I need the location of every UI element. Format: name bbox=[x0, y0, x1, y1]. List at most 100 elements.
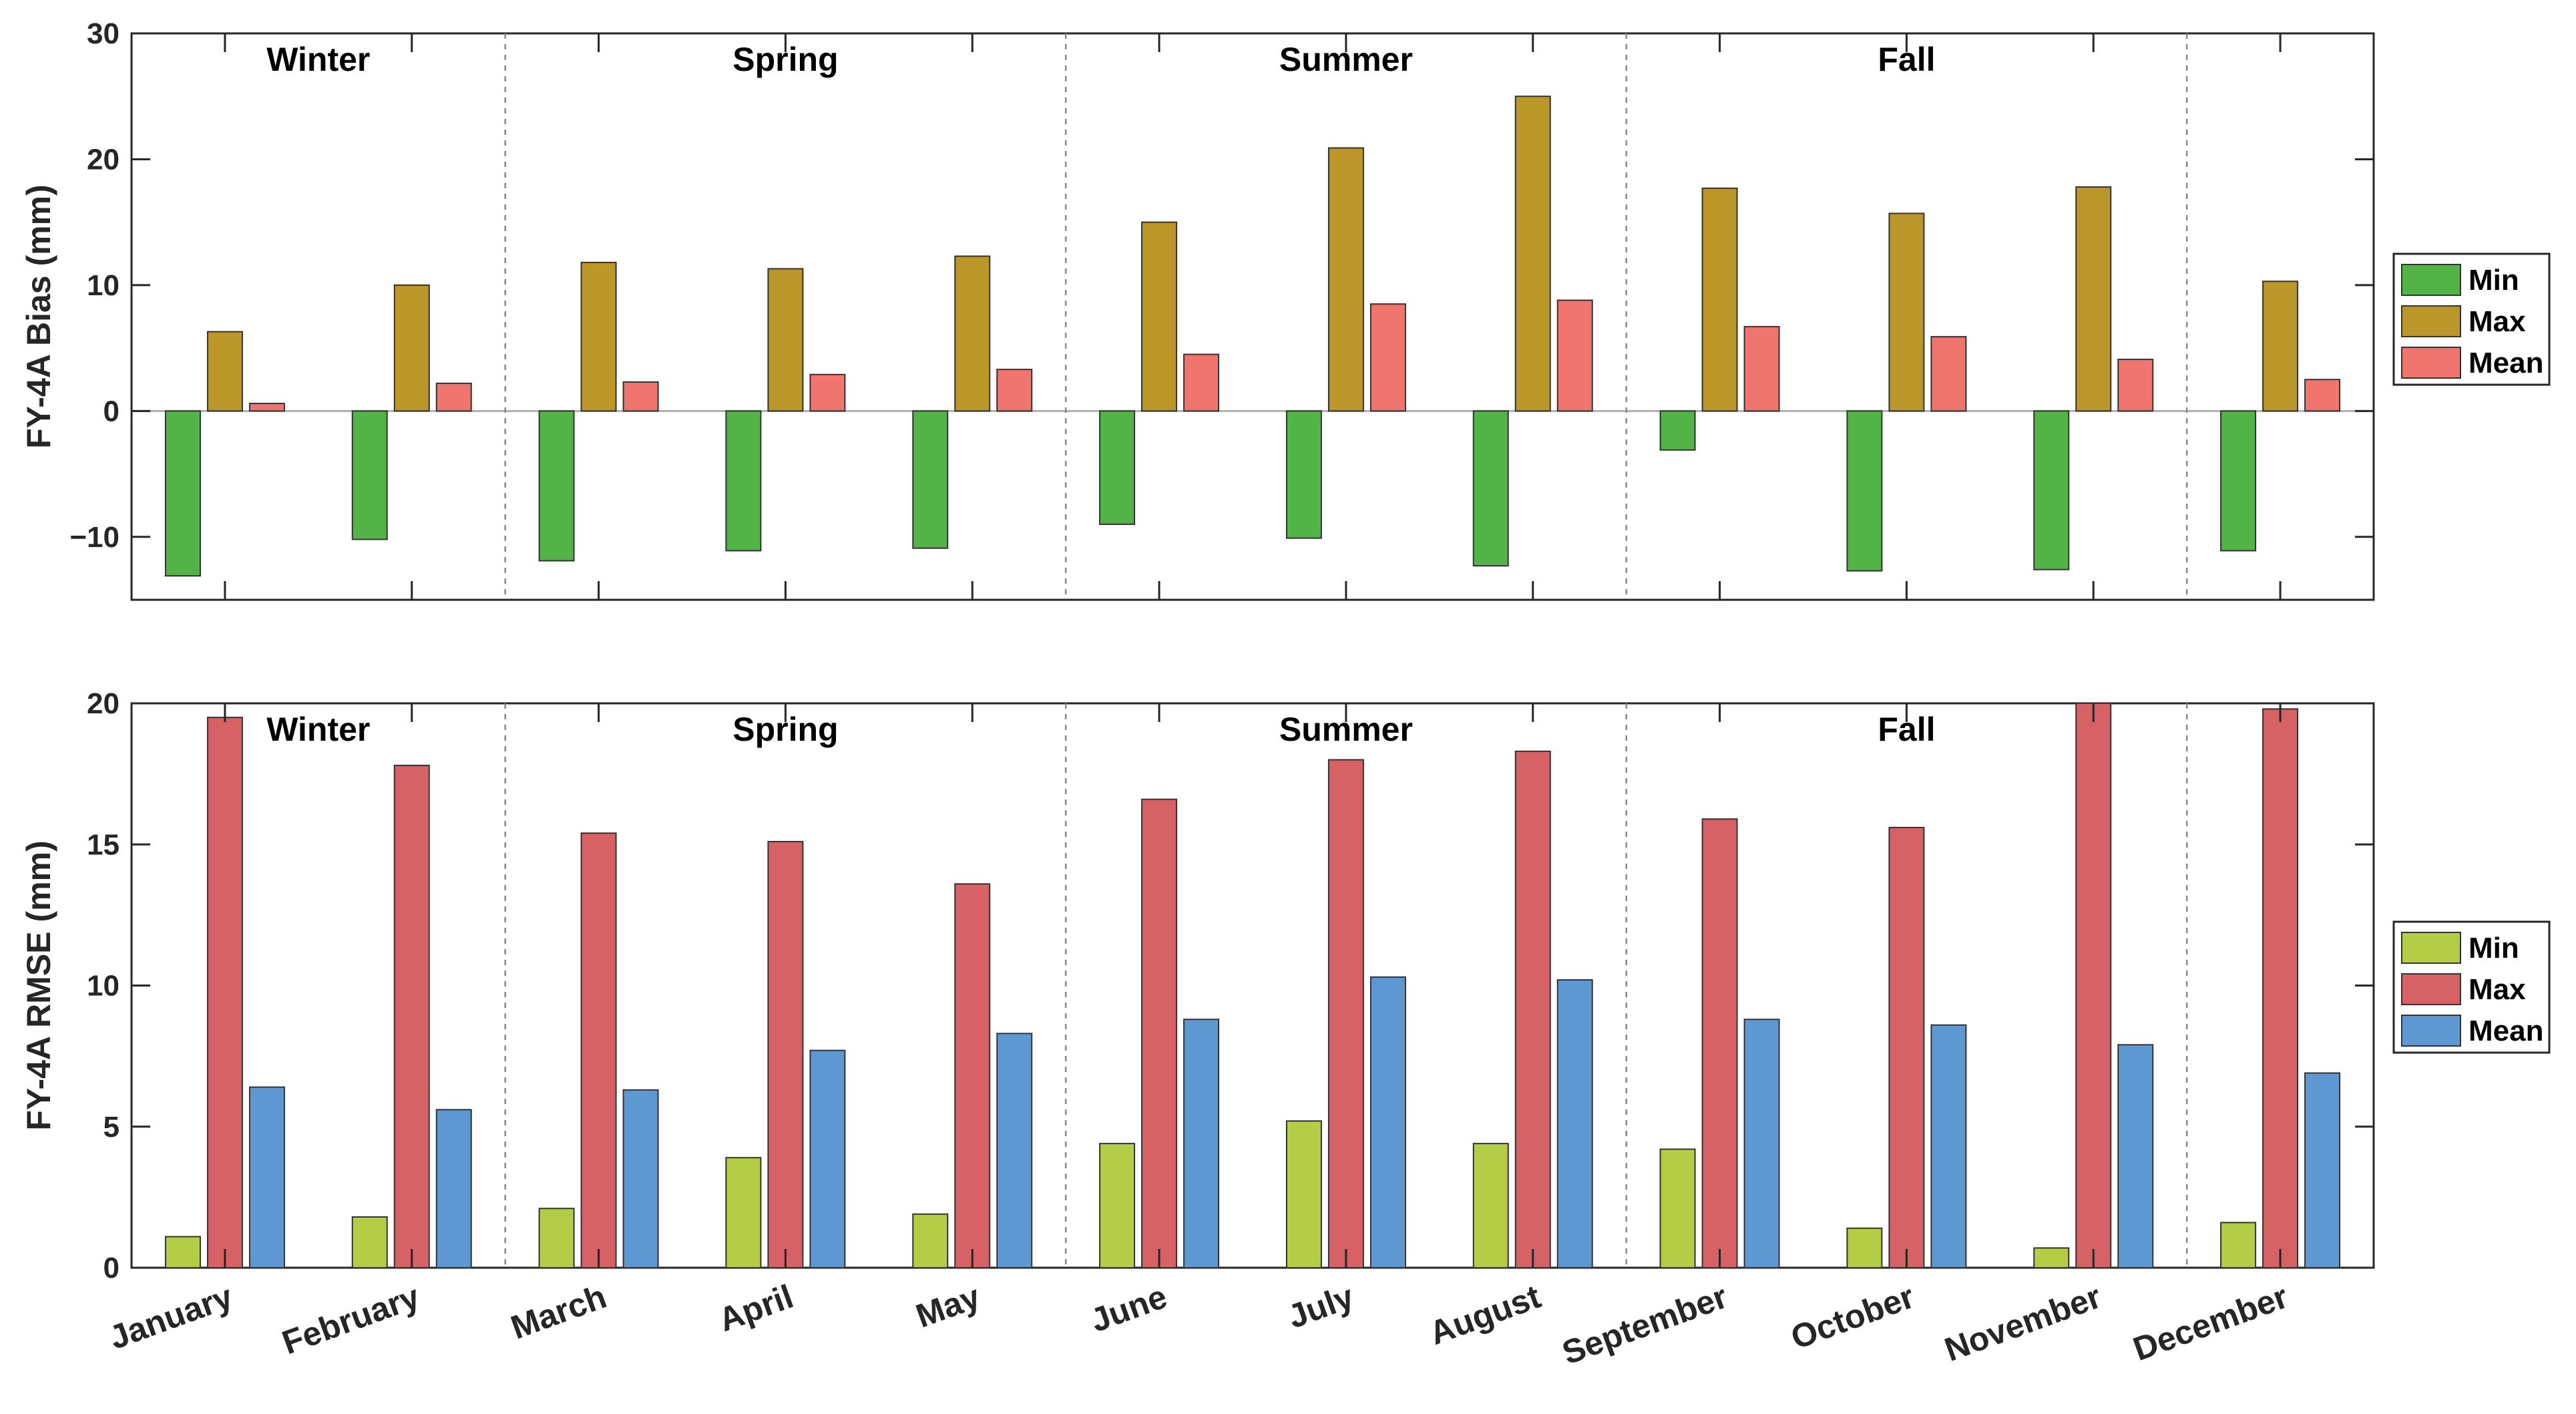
bar-max-november bbox=[2075, 186, 2112, 412]
bar-mean-september bbox=[1743, 326, 1780, 412]
legend-label-max: Max bbox=[2468, 973, 2526, 1006]
legend-swatch-mean bbox=[2401, 347, 2461, 379]
month-label-april: April bbox=[714, 1278, 798, 1339]
month-label-february: February bbox=[277, 1278, 424, 1362]
legend-swatch-max bbox=[2401, 305, 2461, 337]
legend-swatch-max bbox=[2401, 973, 2461, 1005]
legend-swatch-min bbox=[2401, 264, 2461, 296]
bar-mean-november bbox=[2117, 359, 2154, 412]
month-label-september: September bbox=[1557, 1278, 1732, 1372]
bar-mean-january bbox=[248, 403, 285, 412]
bar-min-april bbox=[725, 410, 762, 552]
bar-min-july bbox=[1285, 1120, 1322, 1269]
bar-mean-april bbox=[809, 1049, 846, 1269]
y-tick-label: 20 bbox=[87, 687, 120, 720]
month-label-october: October bbox=[1786, 1278, 1919, 1357]
bar-min-june bbox=[1099, 410, 1136, 525]
bar-min-november bbox=[2033, 410, 2070, 570]
bar-mean-november bbox=[2117, 1044, 2154, 1268]
bar-min-january bbox=[164, 410, 201, 577]
bar-max-october bbox=[1888, 826, 1925, 1268]
legend-swatch-mean bbox=[2401, 1015, 2461, 1047]
bar-min-august bbox=[1472, 1143, 1509, 1268]
bar-min-february bbox=[351, 410, 388, 540]
bar-min-october bbox=[1846, 410, 1883, 572]
bar-max-december bbox=[2262, 281, 2299, 412]
bar-mean-august bbox=[1556, 979, 1593, 1269]
month-label-january: January bbox=[104, 1278, 238, 1357]
bar-mean-march bbox=[622, 1089, 659, 1268]
month-label-may: May bbox=[911, 1278, 985, 1335]
bar-mean-october bbox=[1930, 1024, 1967, 1269]
bar-max-september bbox=[1701, 818, 1738, 1268]
bar-min-may bbox=[912, 410, 949, 549]
bar-mean-august bbox=[1556, 299, 1593, 412]
bar-min-september bbox=[1659, 410, 1696, 451]
y-tick-label: 5 bbox=[103, 1111, 120, 1143]
bar-max-july bbox=[1327, 759, 1364, 1268]
bar-mean-march bbox=[622, 381, 659, 412]
bar-mean-april bbox=[809, 373, 846, 412]
bar-min-november bbox=[2033, 1247, 2070, 1269]
month-label-august: August bbox=[1425, 1278, 1546, 1353]
bar-max-may bbox=[954, 255, 991, 412]
legend-label-min: Min bbox=[2468, 932, 2519, 964]
bar-min-june bbox=[1099, 1143, 1136, 1268]
bar-max-january bbox=[206, 717, 243, 1268]
bar-max-march bbox=[580, 261, 617, 412]
bar-max-january bbox=[206, 331, 243, 412]
bar-mean-may bbox=[996, 369, 1033, 412]
legend-swatch-min bbox=[2401, 932, 2461, 964]
y-tick-label: 10 bbox=[87, 269, 120, 302]
legend-label-max: Max bbox=[2468, 305, 2526, 338]
y-axis-title: FY-4A Bias (mm) bbox=[20, 184, 57, 448]
bar-max-may bbox=[954, 883, 991, 1268]
season-label-winter: Winter bbox=[266, 711, 370, 748]
bar-max-june bbox=[1141, 221, 1178, 412]
bar-min-july bbox=[1285, 410, 1322, 539]
bar-mean-december bbox=[2304, 379, 2341, 412]
bar-min-december bbox=[2220, 410, 2257, 552]
rmse-panel: 0 5 10 15 20 FY-4A RMSE (mm) Winter Spring Summe… bbox=[20, 687, 2551, 1284]
bar-mean-june bbox=[1183, 353, 1220, 412]
bar-mean-july bbox=[1369, 976, 1406, 1268]
bar-min-september bbox=[1659, 1148, 1696, 1269]
season-label-spring: Spring bbox=[732, 711, 838, 748]
month-label-march: March bbox=[506, 1278, 612, 1347]
bar-max-march bbox=[580, 832, 617, 1268]
bar-min-march bbox=[538, 410, 575, 562]
season-label-winter: Winter bbox=[266, 41, 370, 78]
bar-min-march bbox=[538, 1208, 575, 1269]
bar-min-october bbox=[1846, 1227, 1883, 1268]
bar-mean-december bbox=[2304, 1072, 2341, 1268]
season-label-fall: Fall bbox=[1878, 41, 1935, 78]
y-tick-label: 15 bbox=[87, 828, 120, 861]
legend-label-mean: Mean bbox=[2468, 347, 2543, 379]
bar-max-november bbox=[2075, 703, 2112, 1268]
month-label-june: June bbox=[1086, 1278, 1172, 1340]
bar-max-february bbox=[393, 764, 430, 1268]
bar-mean-july bbox=[1369, 303, 1406, 412]
bar-mean-october bbox=[1930, 336, 1967, 412]
bar-max-october bbox=[1888, 212, 1925, 412]
bar-mean-may bbox=[996, 1033, 1033, 1268]
bar-min-may bbox=[912, 1213, 949, 1268]
bar-mean-september bbox=[1743, 1019, 1780, 1268]
bar-min-august bbox=[1472, 410, 1509, 567]
bar-max-february bbox=[393, 284, 430, 412]
bar-mean-february bbox=[435, 382, 472, 412]
month-label-november: November bbox=[1940, 1278, 2106, 1369]
season-label-fall: Fall bbox=[1878, 711, 1935, 748]
y-axis-title: FY-4A RMSE (mm) bbox=[20, 840, 57, 1130]
y-tick-label: −10 bbox=[69, 521, 120, 554]
month-labels: January February March April May June July Augu… bbox=[104, 1278, 2293, 1372]
legend-label-min: Min bbox=[2468, 264, 2519, 297]
y-tick-label: 10 bbox=[87, 970, 120, 1003]
bar-max-august bbox=[1514, 750, 1551, 1268]
bar-max-june bbox=[1141, 798, 1178, 1268]
y-tick-label: 30 bbox=[87, 17, 120, 50]
bar-mean-january bbox=[248, 1086, 285, 1268]
bar-mean-february bbox=[435, 1109, 472, 1269]
bar-min-january bbox=[164, 1236, 201, 1269]
